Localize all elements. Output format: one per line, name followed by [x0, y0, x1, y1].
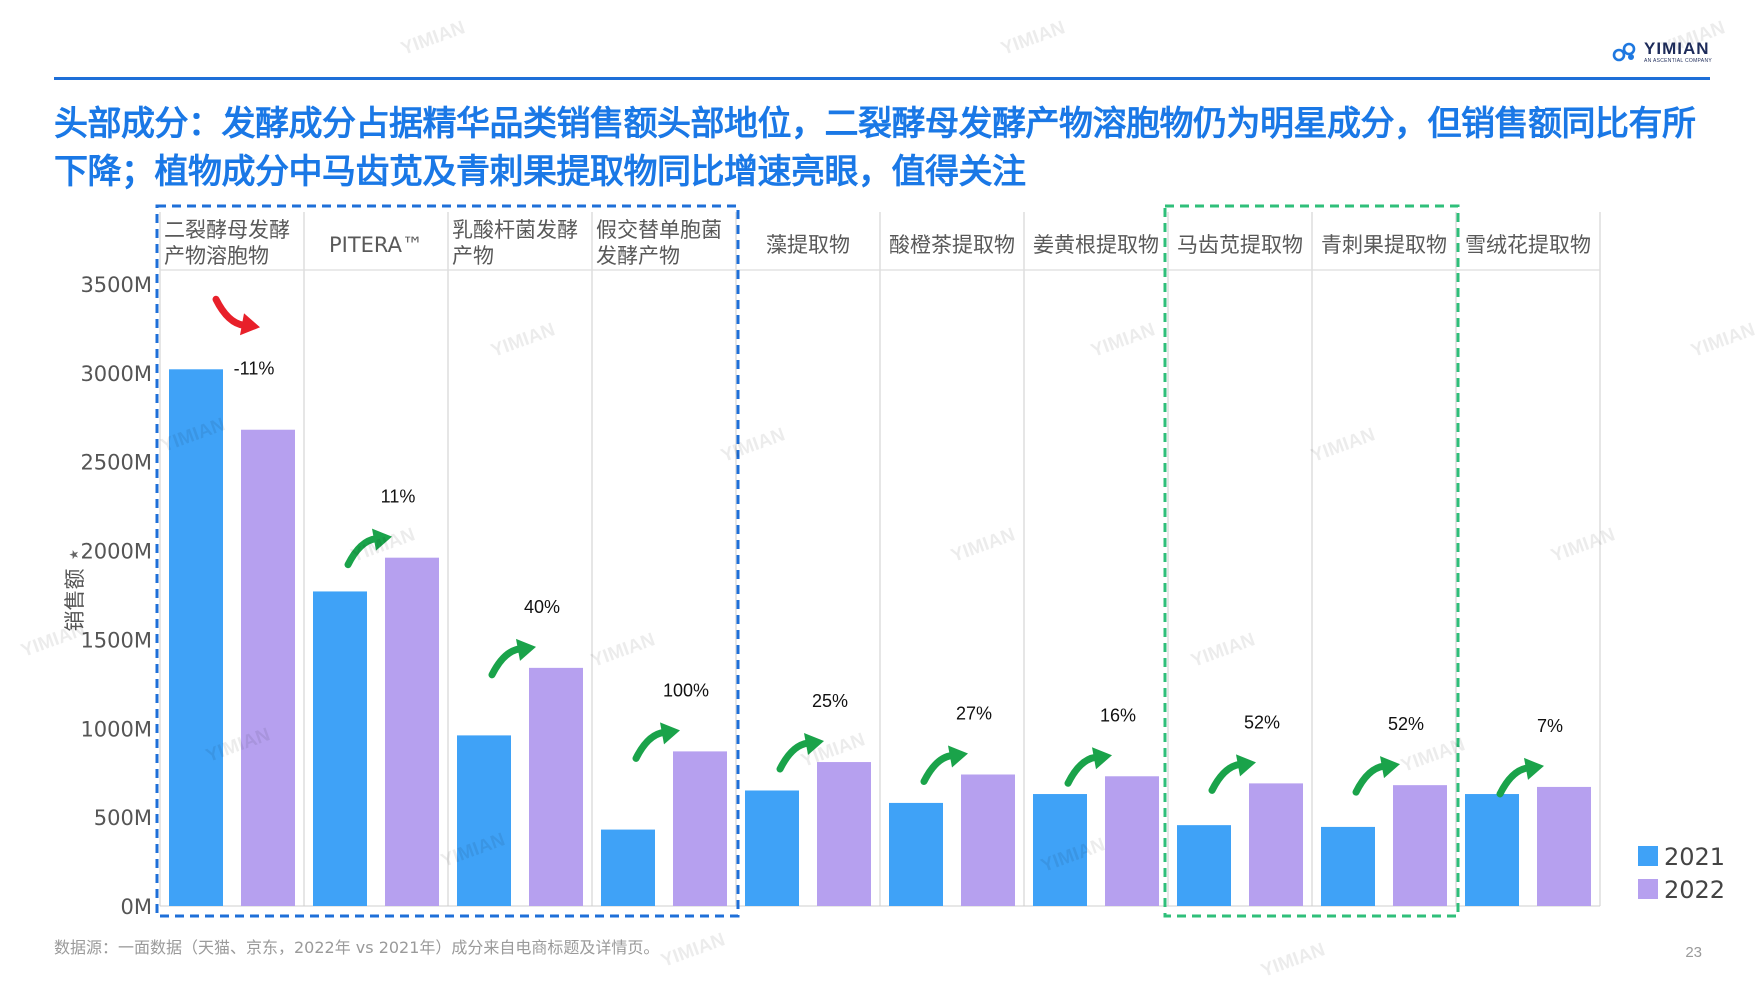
logo-name: YIMIAN — [1644, 39, 1710, 58]
growth-up-arrow-icon — [1064, 747, 1112, 787]
highlight-group-box — [1163, 204, 1460, 918]
category-label: 二裂酵母发酵 — [164, 218, 290, 242]
category-label: 姜黄根提取物 — [1033, 233, 1159, 257]
bar-2021 — [1177, 825, 1231, 906]
bar-2022 — [529, 667, 583, 906]
y-tick-label: 0M — [121, 895, 152, 919]
bar-2022 — [673, 751, 727, 906]
growth-up-arrow-icon — [344, 528, 392, 569]
category-label: 酸橙茶提取物 — [889, 233, 1015, 257]
growth-label: 25% — [812, 691, 848, 711]
yimian-logo: YIMIAN AN ASCENTIAL COMPANY — [1612, 40, 1712, 64]
page-number: 23 — [1685, 944, 1702, 961]
legend-label: 2021 — [1664, 843, 1725, 871]
bar-2021 — [169, 369, 223, 906]
bar-2022 — [1105, 776, 1159, 906]
y-tick-label: 3000M — [80, 362, 152, 386]
bar-2021 — [1033, 794, 1087, 906]
slide-title: 头部成分：发酵成分占据精华品类销售额头部地位，二裂酵母发酵产物溶胞物仍为明星成分… — [54, 104, 1696, 192]
bar-2022 — [241, 429, 295, 906]
category-label: 假交替单胞菌 — [596, 218, 722, 242]
growth-up-arrow-icon — [632, 722, 680, 762]
y-tick-label: 1500M — [80, 628, 152, 652]
growth-label: 40% — [524, 597, 560, 617]
category-label: 马齿苋提取物 — [1177, 233, 1303, 257]
category-label: 藻提取物 — [766, 233, 850, 257]
legend-label: 2022 — [1664, 876, 1725, 904]
growth-label: 100% — [663, 680, 709, 700]
sort-icon: ★ — [67, 549, 81, 560]
growth-label: 16% — [1100, 705, 1136, 725]
growth-up-arrow-icon — [488, 638, 536, 679]
category-label: 发酵产物 — [596, 244, 680, 268]
growth-up-arrow-icon — [1352, 756, 1400, 796]
y-tick-label: 2000M — [80, 540, 152, 564]
data-source-note: 数据源：一面数据（天猫、京东，2022年 vs 2021年）成分来自电商标题及详… — [54, 938, 660, 957]
category-label: 雪绒花提取物 — [1465, 233, 1591, 257]
bar-2022 — [1537, 786, 1591, 906]
growth-down-arrow-icon — [212, 295, 260, 336]
y-tick-label: 500M — [94, 806, 152, 830]
bar-2022 — [1249, 783, 1303, 906]
y-axis-label: 销售额 — [63, 569, 87, 632]
bar-2022 — [817, 762, 871, 906]
bar-2021 — [889, 802, 943, 906]
category-label: 产物溶胞物 — [164, 244, 269, 268]
header-rule — [54, 77, 1710, 80]
bar-2022 — [1393, 785, 1447, 906]
highlight-group-box — [155, 204, 740, 918]
y-tick-label: 3500M — [80, 273, 152, 297]
bar-2021 — [1465, 794, 1519, 906]
bar-2021 — [1321, 826, 1375, 906]
y-tick-label: 1000M — [80, 717, 152, 741]
growth-label: 52% — [1388, 714, 1424, 734]
legend-swatch — [1638, 879, 1658, 899]
growth-up-arrow-icon — [776, 733, 824, 773]
category-label: 青刺果提取物 — [1321, 233, 1447, 257]
growth-up-arrow-icon — [1208, 754, 1256, 794]
bar-2021 — [457, 735, 511, 906]
category-label: 产物 — [452, 244, 494, 268]
category-label: PITERA™ — [329, 233, 423, 257]
bar-2021 — [601, 829, 655, 906]
legend-swatch — [1638, 846, 1658, 866]
growth-label: 11% — [381, 487, 416, 507]
growth-up-arrow-icon — [1496, 757, 1544, 798]
growth-label: 27% — [956, 703, 992, 723]
bar-2022 — [961, 774, 1015, 906]
growth-label: 7% — [1537, 716, 1563, 736]
category-label: 乳酸杆菌发酵 — [452, 218, 578, 242]
growth-label: 52% — [1244, 712, 1280, 732]
bar-2021 — [313, 591, 367, 906]
y-tick-label: 2500M — [80, 451, 152, 475]
bar-2021 — [745, 790, 799, 906]
yimian-logo-icon — [1612, 42, 1636, 62]
growth-up-arrow-icon — [920, 745, 968, 785]
growth-label: -11% — [234, 359, 275, 379]
bar-2022 — [385, 557, 439, 906]
logo-tagline: AN ASCENTIAL COMPANY — [1644, 58, 1712, 64]
